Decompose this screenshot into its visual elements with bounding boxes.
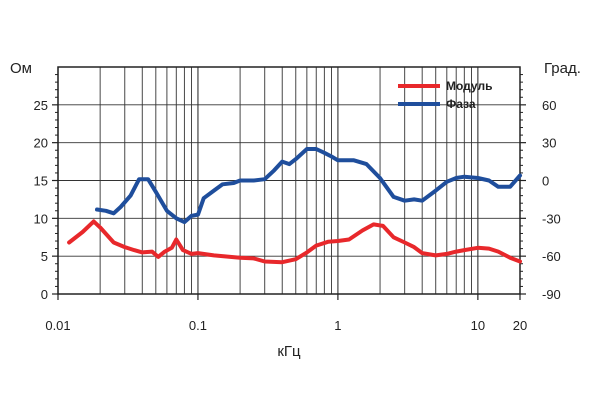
series-line-phase	[95, 147, 522, 225]
x-tick-label: 0.1	[189, 318, 207, 333]
y-right-tick-label: 60	[542, 98, 556, 113]
y-axis-right-label: Град.	[544, 60, 581, 77]
x-tick-label: 10	[471, 318, 485, 333]
y-right-tick-label: -90	[542, 287, 561, 302]
y-left-tick-label: 5	[41, 249, 48, 264]
x-tick-label: 1	[334, 318, 341, 333]
y-right-tick-label: -60	[542, 249, 561, 264]
x-axis-label: кГц	[277, 343, 301, 360]
x-tick-label: 0.01	[45, 318, 70, 333]
y-left-tick-label: 15	[34, 174, 48, 189]
series-lines	[67, 147, 522, 265]
y-right-tick-label: -30	[542, 211, 561, 226]
y-axis-left-label: Ом	[10, 60, 32, 77]
legend-label-modulus: Модуль	[446, 79, 492, 93]
axis-ticks: 0 5 10 15 20 25 -90 -60 -30 0 30 60 0.01 0.1 1 10 20	[34, 74, 561, 333]
y-left-tick-label: 0	[41, 287, 48, 302]
x-tick-label: 20	[513, 318, 527, 333]
y-left-tick-label: 20	[34, 136, 48, 151]
y-right-tick-label: 30	[542, 136, 556, 151]
series-line-modulus	[67, 219, 522, 265]
y-left-tick-label: 25	[34, 98, 48, 113]
y-right-tick-label: 0	[542, 174, 549, 189]
legend-label-phase: Фаза	[446, 97, 476, 111]
legend: Модуль Фаза	[398, 79, 492, 111]
y-left-tick-label: 10	[34, 211, 48, 226]
